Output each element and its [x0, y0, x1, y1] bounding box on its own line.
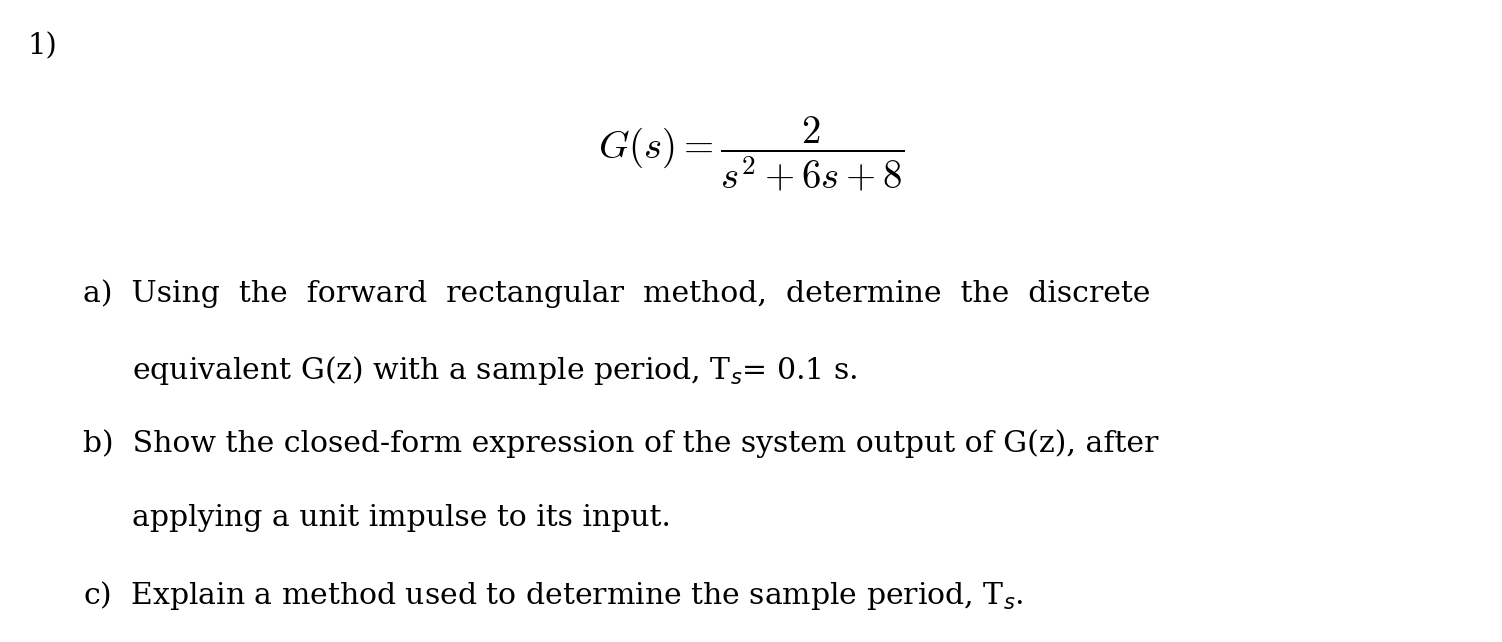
- Text: b)  Show the closed-form expression of the system output of G(z), after: b) Show the closed-form expression of th…: [83, 429, 1158, 458]
- Text: equivalent G(z) with a sample period, T$_s$= 0.1 s.: equivalent G(z) with a sample period, T$…: [132, 354, 858, 387]
- Text: a)  Using  the  forward  rectangular  method,  determine  the  discrete: a) Using the forward rectangular method,…: [83, 279, 1151, 308]
- Text: c)  Explain a method used to determine the sample period, T$_s$.: c) Explain a method used to determine th…: [83, 579, 1023, 612]
- Text: applying a unit impulse to its input.: applying a unit impulse to its input.: [132, 504, 671, 532]
- Text: $G(s) = \dfrac{2}{s^2 + 6s + 8}$: $G(s) = \dfrac{2}{s^2 + 6s + 8}$: [598, 114, 904, 194]
- Text: 1): 1): [27, 32, 57, 60]
